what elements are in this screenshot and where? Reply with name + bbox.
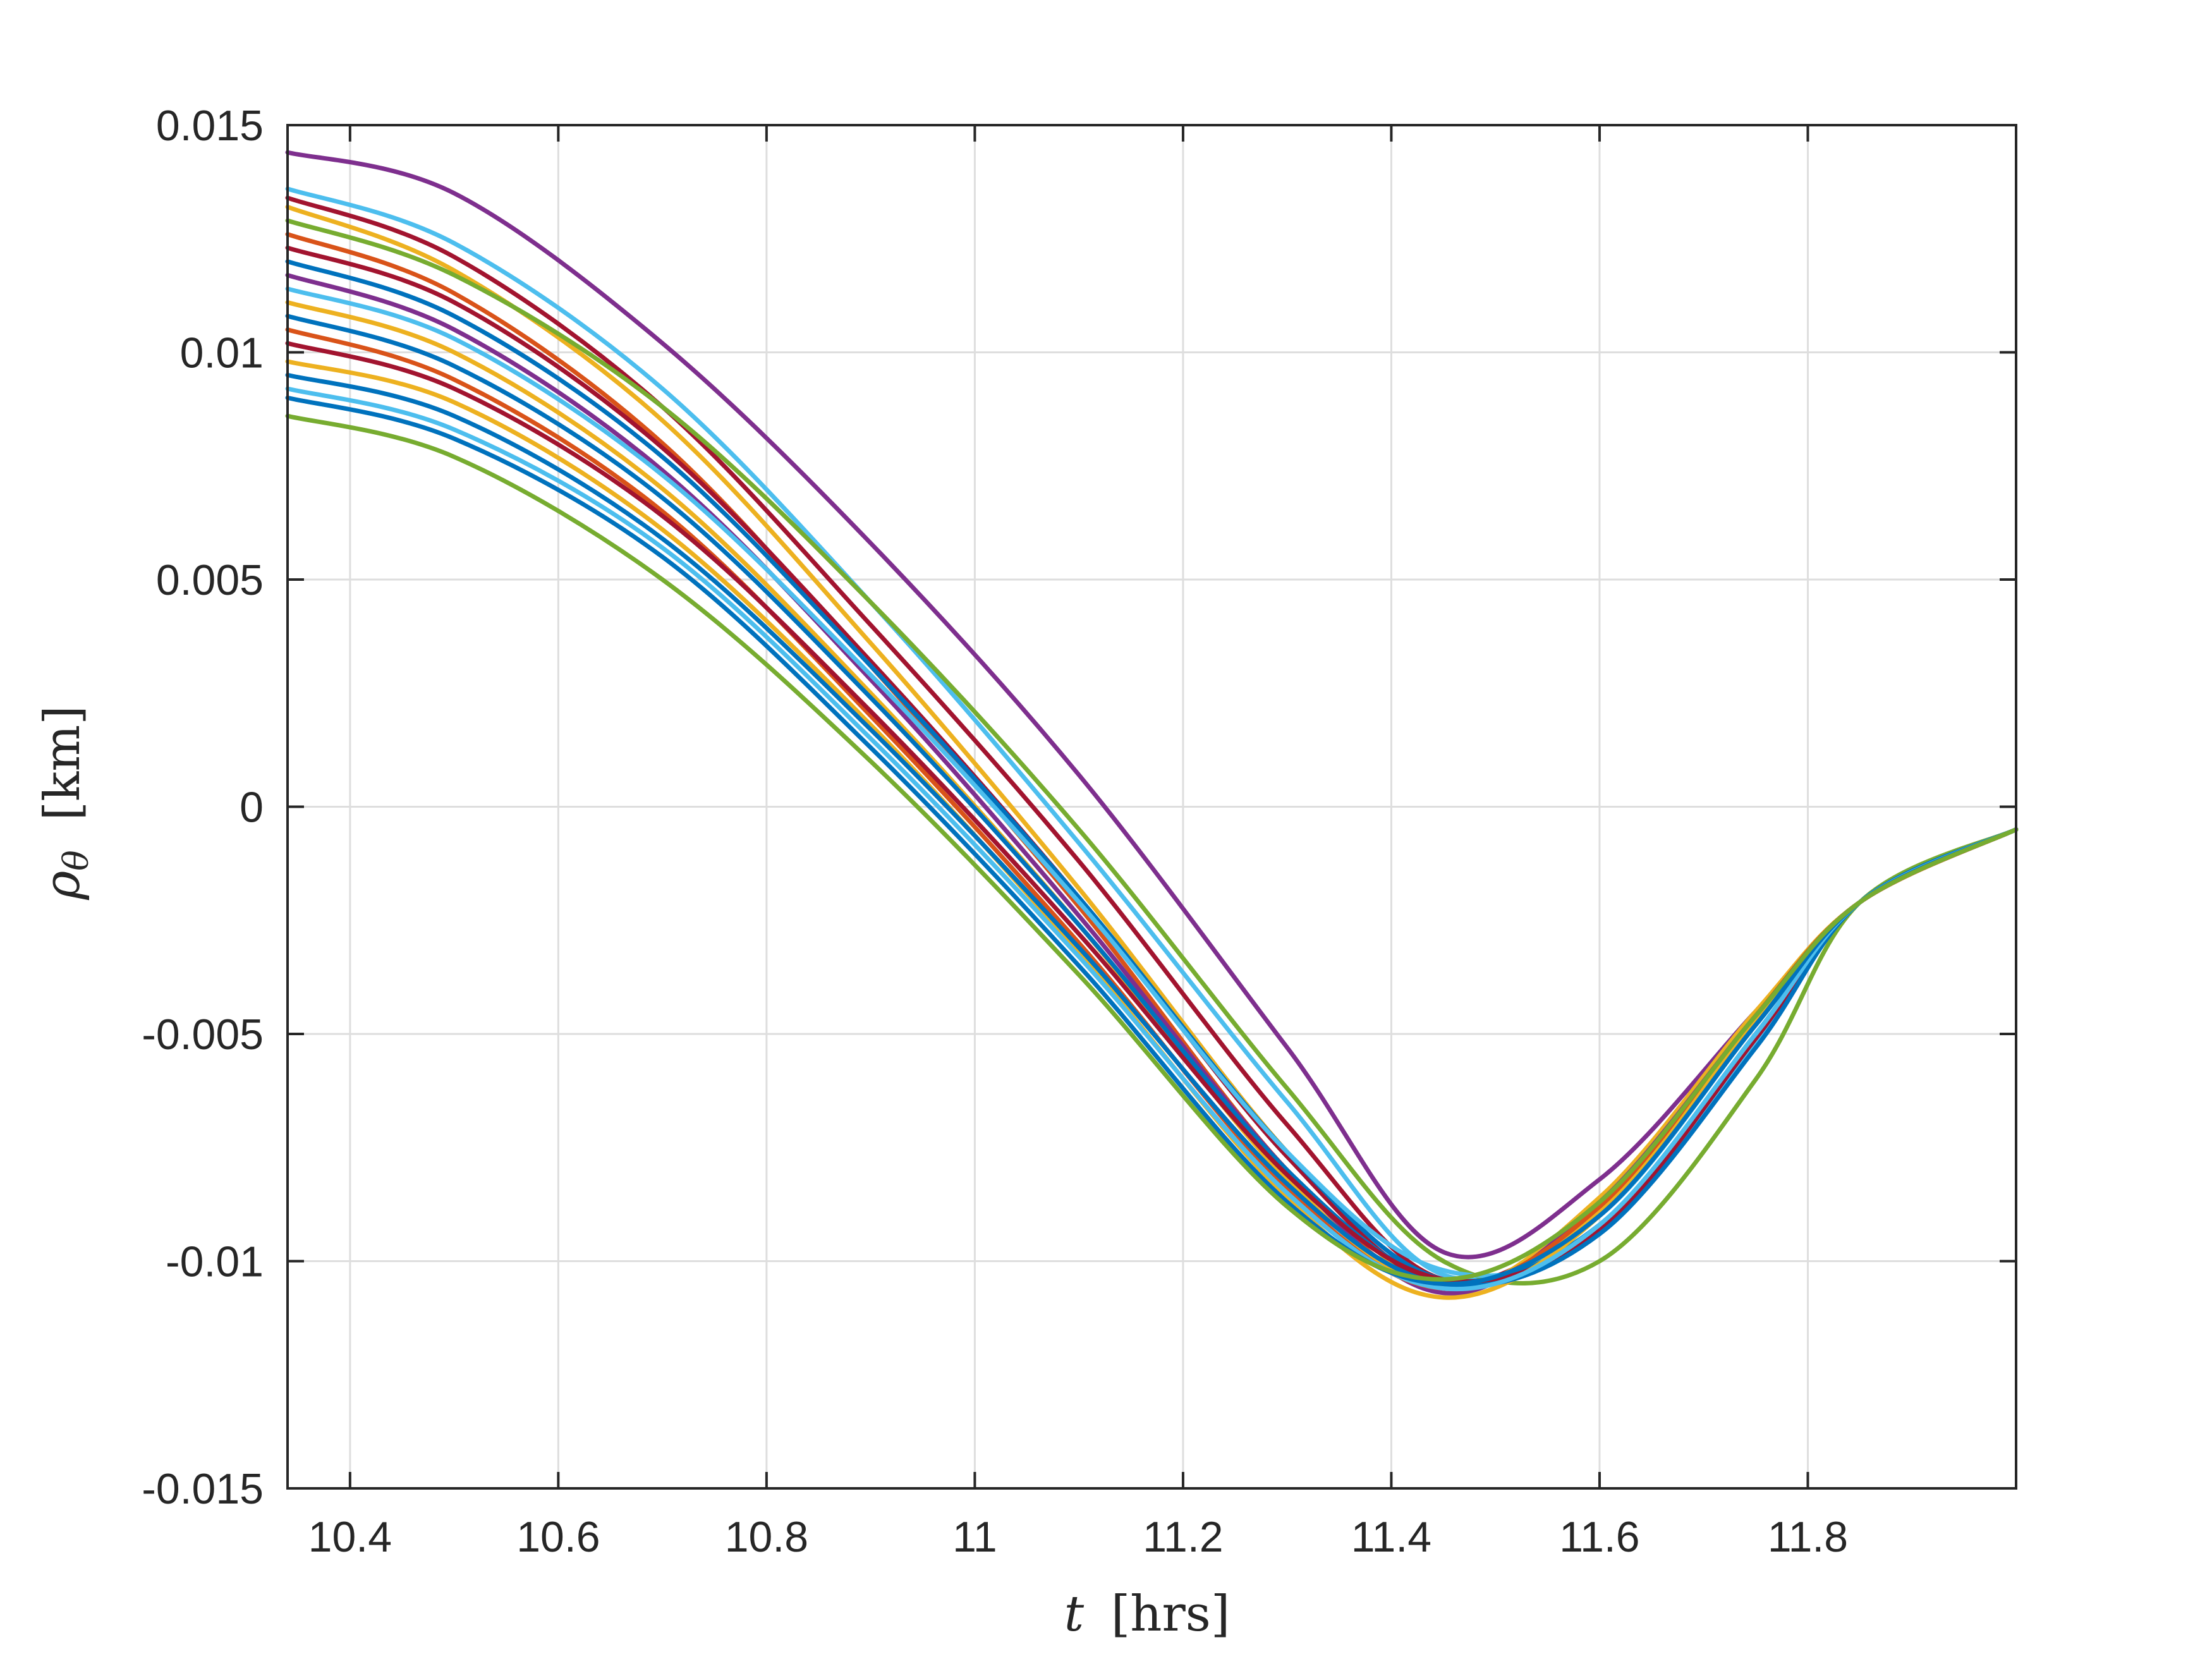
series-line-17 (285, 386, 2019, 1292)
y-tick-label: 0.005 (156, 556, 264, 604)
y-axis-label-variable: ρ (34, 871, 91, 901)
x-axis-label-variable: t (1064, 1586, 1085, 1643)
x-tick-label: 11.6 (1559, 1513, 1639, 1561)
y-tick-labels: 0.015 0.01 0.005 0 -0.005 -0.01 -0.015 (142, 102, 264, 1513)
series-line-16 (285, 372, 2019, 1288)
y-axis-label-subscript: θ (56, 850, 96, 871)
x-tick-labels: 10.4 10.6 10.8 11 11.2 11.4 11.6 11.8 (308, 1513, 1848, 1561)
x-tick-label: 11.2 (1143, 1513, 1223, 1561)
y-axis-label-unit: [km] (34, 705, 91, 820)
x-axis-label: t [hrs] (1064, 1586, 1231, 1643)
x-tick-label: 11.4 (1351, 1513, 1431, 1561)
series-line-18 (285, 395, 2019, 1287)
y-tick-label: -0.005 (142, 1011, 264, 1059)
x-tick-label: 11.8 (1768, 1513, 1848, 1561)
series-line-14 (285, 341, 2019, 1284)
y-tick-label: -0.015 (142, 1465, 264, 1513)
x-axis-label-unit: [hrs] (1111, 1586, 1230, 1643)
x-tick-label: 10.8 (725, 1513, 808, 1561)
y-tick-label: 0 (240, 784, 264, 832)
y-tick-label: -0.01 (166, 1238, 264, 1286)
series-line-10 (285, 286, 2019, 1278)
x-tick-label: 10.6 (516, 1513, 600, 1561)
y-tick-label: 0.01 (180, 329, 264, 377)
x-tick-label: 11 (952, 1513, 997, 1561)
y-axis-label: ρθ [km] (34, 705, 100, 900)
x-tick-label: 10.4 (308, 1513, 392, 1561)
series-lines (285, 150, 2019, 1300)
series-line-5 (285, 218, 2019, 1285)
series-line-19 (285, 413, 2019, 1282)
y-tick-label: 0.015 (156, 102, 264, 150)
axis-ticks (288, 124, 2016, 1490)
